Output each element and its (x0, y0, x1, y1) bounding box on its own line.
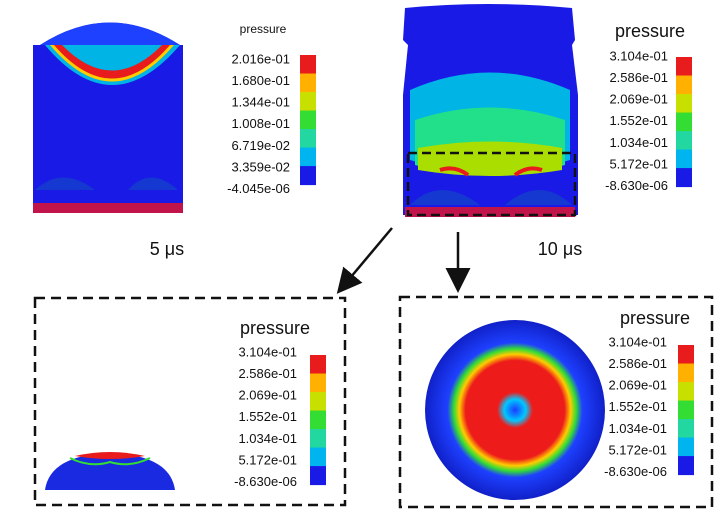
colorbar-segment (676, 131, 692, 151)
colorbar-segment (300, 147, 316, 167)
colorbar-label: 1.344e-01 (231, 95, 290, 110)
colorbar-label: 1.008e-01 (231, 116, 290, 131)
colorbar-segment (300, 110, 316, 130)
legend-title: pressure (240, 318, 310, 338)
legend-title: pressure (620, 308, 690, 328)
colorbar-label: 1.552e-01 (608, 399, 667, 414)
colorbar-segment (676, 57, 692, 77)
colorbar-segment (310, 466, 326, 486)
colorbar-segment (310, 373, 326, 393)
colorbar-segment (300, 55, 316, 75)
colorbar-segment (300, 166, 316, 186)
time-label: 5 μs (150, 239, 184, 259)
colorbar-segment (300, 73, 316, 93)
colorbar-label: 1.034e-01 (609, 135, 668, 150)
colorbar-segment (678, 400, 694, 420)
colorbar-segment (676, 75, 692, 95)
colorbar-segment (678, 382, 694, 402)
colorbar-segment (678, 456, 694, 476)
colorbar-segment (678, 419, 694, 439)
colorbar-label: 5.172e-01 (608, 442, 667, 457)
colorbar-label: 1.680e-01 (231, 73, 290, 88)
colorbar-label: 1.552e-01 (238, 409, 297, 424)
simulation-10us (403, 4, 578, 217)
colorbar-label: -8.630e-06 (234, 474, 297, 489)
time-label: 10 μs (538, 239, 582, 259)
simulation-5us (33, 22, 183, 213)
colorbar-segment (310, 410, 326, 430)
colorbar-segment (676, 94, 692, 114)
colorbar-segment (300, 92, 316, 112)
colorbar-segment (676, 149, 692, 169)
colorbar-segment (310, 447, 326, 467)
simulation-top (425, 320, 605, 500)
colorbar-label: 1.034e-01 (238, 431, 297, 446)
colorbar-label: 3.104e-01 (609, 48, 668, 63)
arrow (336, 227, 393, 294)
legend-title: pressure (615, 21, 685, 41)
colorbar-label: 6.719e-02 (231, 138, 290, 153)
colorbar-label: -8.630e-06 (605, 178, 668, 193)
colorbar-segment (678, 437, 694, 457)
colorbar-segment (678, 345, 694, 365)
colorbar-label: 3.104e-01 (608, 334, 667, 349)
legend-title: pressure (240, 22, 287, 36)
colorbar-label: 5.172e-01 (238, 452, 297, 467)
colorbar-label: 2.016e-01 (231, 51, 290, 66)
colorbar-label: 2.586e-01 (608, 356, 667, 371)
zoom-box (33, 296, 347, 507)
colorbar-label: 2.069e-01 (238, 388, 297, 403)
colorbar-label: 2.586e-01 (609, 70, 668, 85)
colorbar-segment (676, 112, 692, 132)
colorbar-segment (310, 429, 326, 449)
colorbar-label: -4.045e-06 (227, 181, 290, 196)
colorbar-label: 3.104e-01 (238, 344, 297, 359)
colorbar-label: 3.359e-02 (231, 159, 290, 174)
colorbar-label: 2.069e-01 (609, 92, 668, 107)
colorbar-label: 1.552e-01 (609, 113, 668, 128)
colorbar-label: 2.069e-01 (608, 378, 667, 393)
colorbar-label: 1.034e-01 (608, 421, 667, 436)
colorbar-segment (310, 355, 326, 375)
colorbar-segment (300, 129, 316, 149)
colorbar-label: 5.172e-01 (609, 156, 668, 171)
colorbar-label: -8.630e-06 (604, 464, 667, 479)
colorbar-label: 2.586e-01 (238, 366, 297, 381)
colorbar-segment (678, 363, 694, 383)
simulation-side (45, 452, 175, 490)
colorbar-segment (676, 168, 692, 188)
zoom-box (398, 295, 714, 509)
colorbar-segment (310, 392, 326, 412)
